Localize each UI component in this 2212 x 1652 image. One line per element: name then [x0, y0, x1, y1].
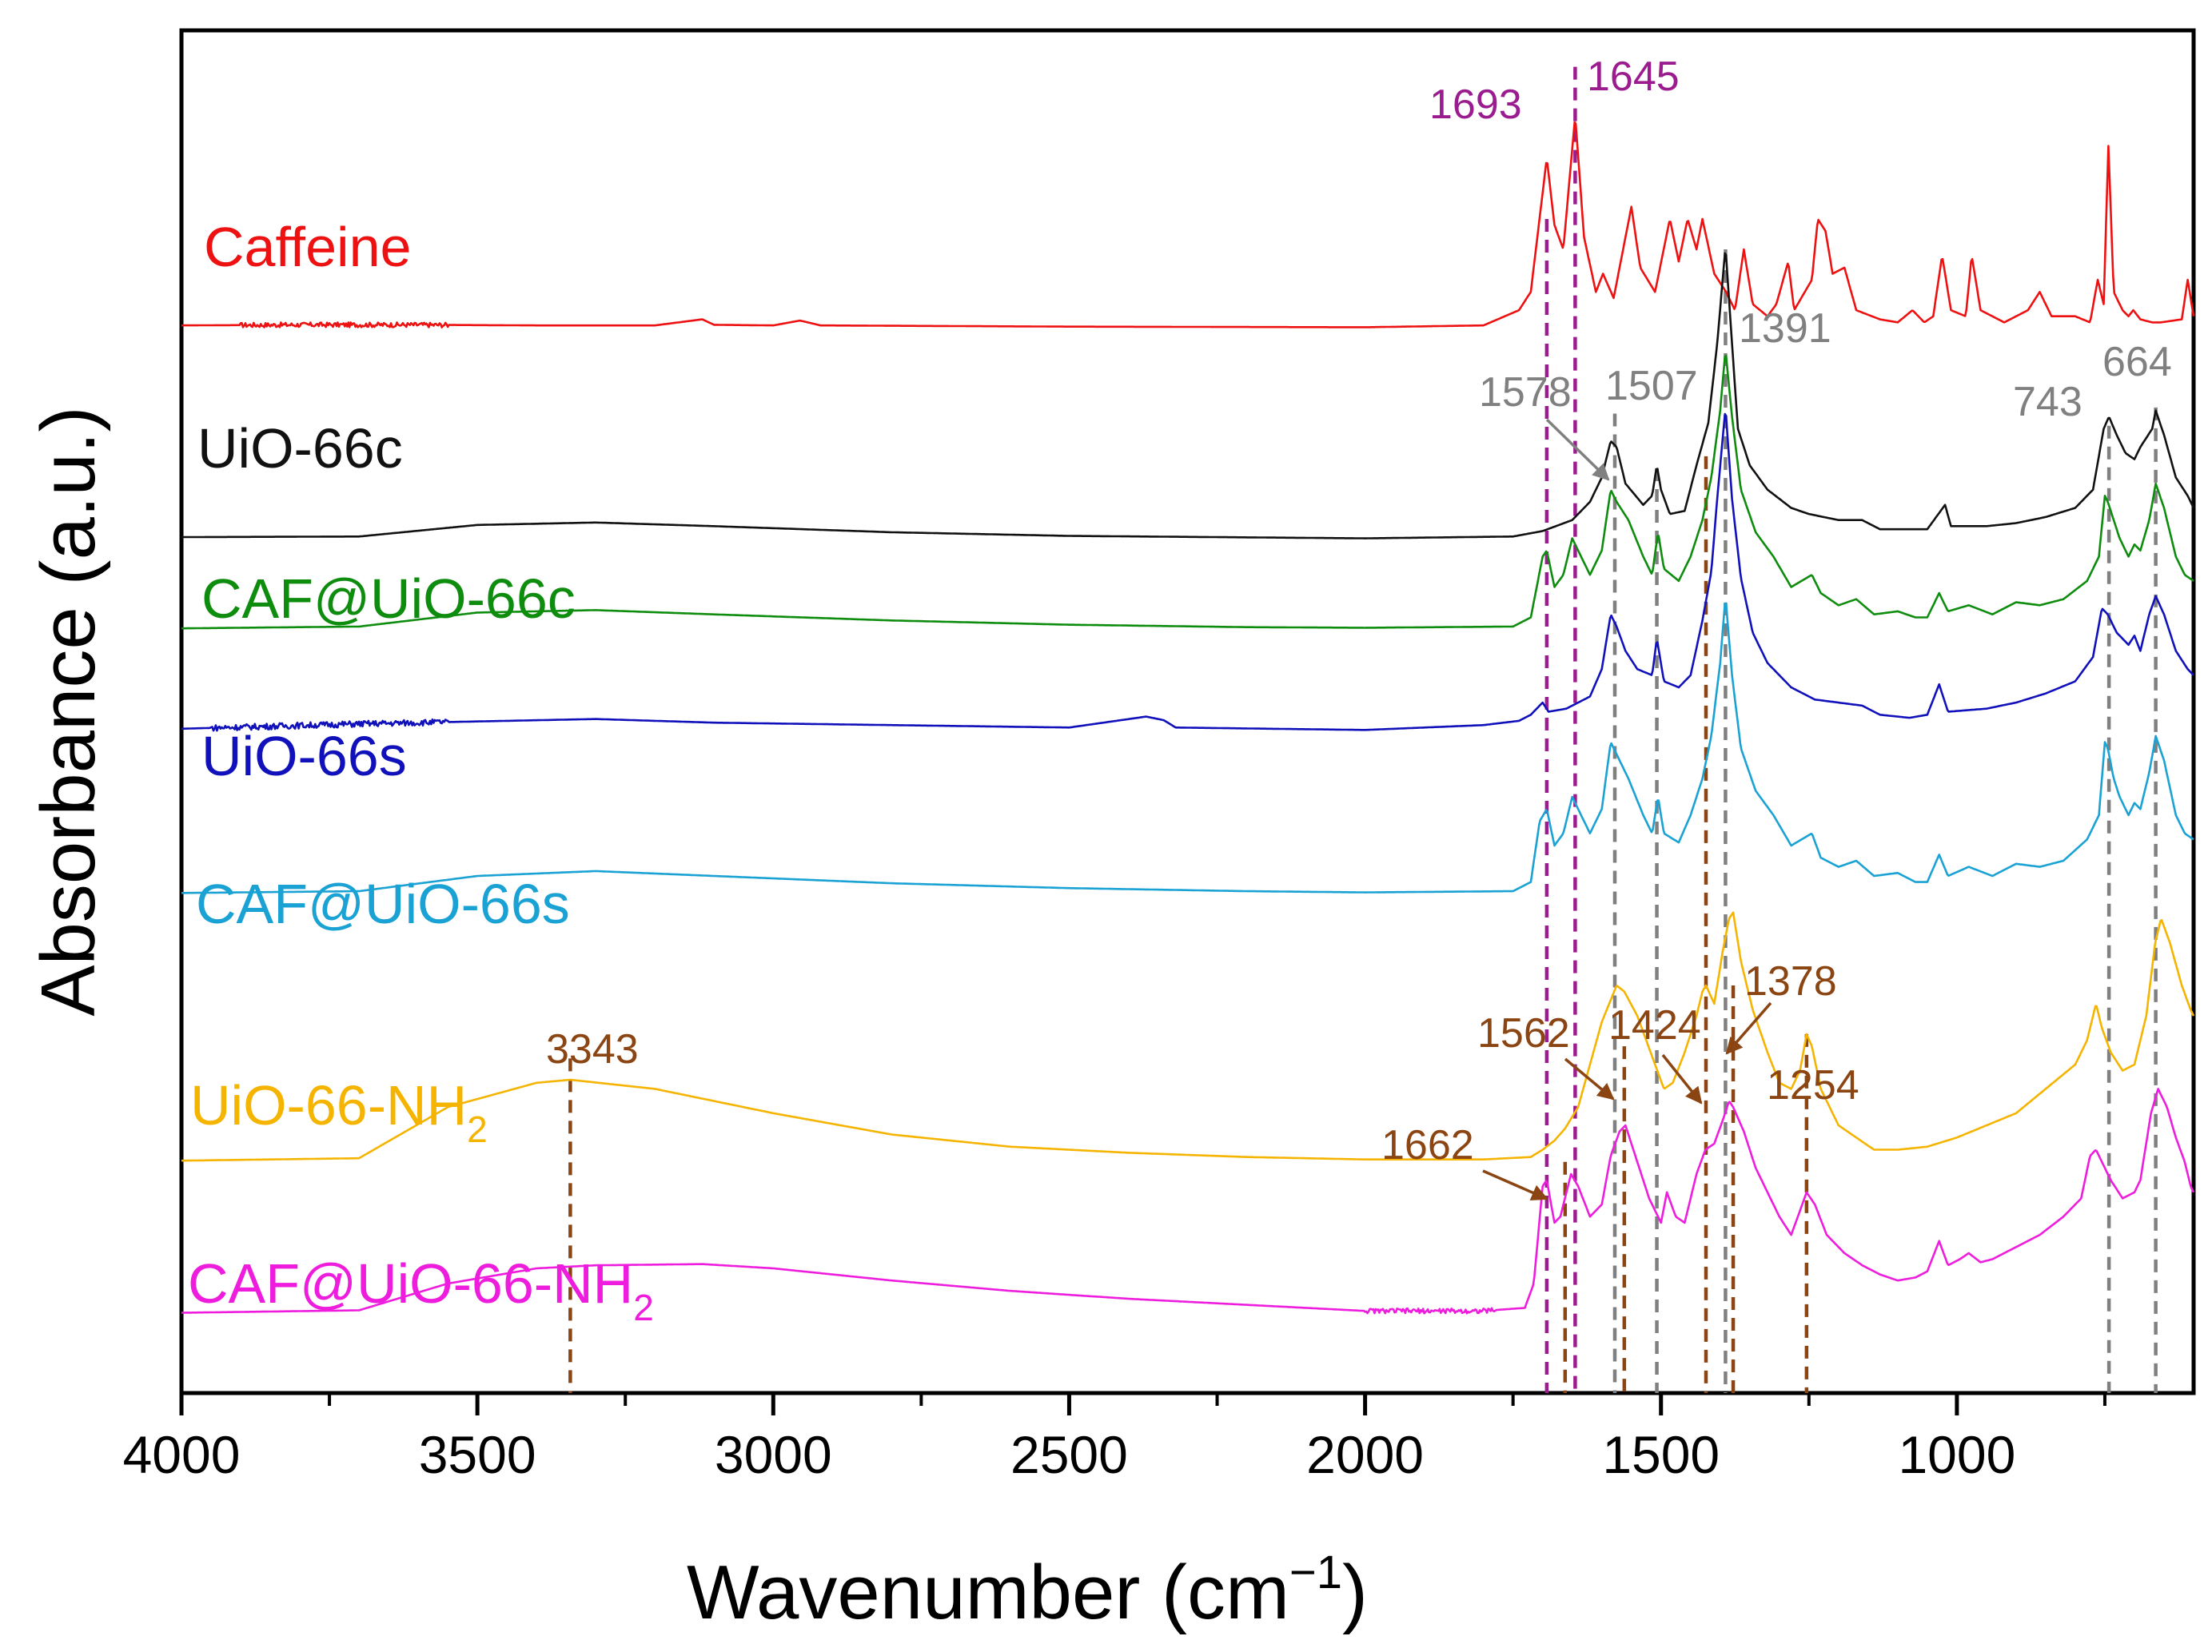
x-tick-label-2500: 2500: [1010, 1425, 1128, 1484]
series-line-caf-uio-66c: [181, 354, 2194, 630]
series-label-uio66s: UiO-66s: [201, 725, 407, 787]
peak-label-1391: 1391: [1739, 305, 1831, 352]
x-tick-label-1000: 1000: [1898, 1425, 2015, 1484]
series-lines: [181, 121, 2195, 1315]
series-label-uio66c: UiO-66c: [197, 417, 403, 480]
x-tick-label-4000: 4000: [123, 1425, 241, 1484]
peak-label-1254: 1254: [1767, 1062, 1859, 1109]
series-line-caf-uio-66s: [181, 602, 2194, 894]
peak-label-1424: 1424: [1608, 1002, 1701, 1049]
arrow-1578: [1545, 418, 1610, 481]
arrow-1562: [1564, 1057, 1615, 1101]
series-label-caf-uio66s: CAF@UiO-66s: [196, 873, 570, 935]
peak-label-1645: 1645: [1587, 54, 1680, 100]
peak-label-664: 664: [2102, 339, 2172, 385]
series-label-caffeine: Caffeine: [204, 216, 411, 278]
y-axis-title: Absorbance (a.u.): [26, 406, 111, 1016]
peak-label-1507: 1507: [1605, 363, 1698, 409]
series-label-caf-uio66c: CAF@UiO-66c: [201, 567, 576, 630]
peak-label-1578: 1578: [1479, 369, 1572, 416]
x-tick-label-3000: 3000: [715, 1425, 832, 1484]
series-label-uio66-nh2: UiO-66-NH2: [190, 1074, 488, 1150]
peak-label-1662: 1662: [1381, 1122, 1474, 1168]
arrow-1662: [1482, 1169, 1548, 1201]
series-line-uio-66-nh2: [181, 911, 2195, 1162]
x-tick-label-1500: 1500: [1602, 1425, 1720, 1484]
peak-label-1562: 1562: [1477, 1010, 1570, 1057]
x-tick-label-3500: 3500: [419, 1425, 536, 1484]
series-label-caf-uio66-nh2: CAF@UiO-66-NH2: [188, 1252, 654, 1328]
series-line-caffeine: [181, 121, 2195, 328]
peak-label-3343: 3343: [546, 1026, 639, 1073]
peak-label-743: 743: [2013, 379, 2082, 425]
peak-label-1693: 1693: [1429, 82, 1522, 128]
peak-label-1378: 1378: [1744, 958, 1837, 1005]
series-line-uio-66s: [181, 412, 2194, 732]
x-axis-ticks: 4000 3500 3000 2500 2000 1500 1000: [123, 1393, 2106, 1484]
annotation-arrows: [1482, 418, 1772, 1201]
arrow-1378: [1725, 1001, 1772, 1055]
x-tick-label-2000: 2000: [1306, 1425, 1424, 1484]
series-line-uio-66c: [181, 252, 2195, 539]
plot-area-frame: [179, 28, 2196, 1395]
series-line-caf-uio-66-nh2: [181, 1088, 2195, 1315]
x-axis-title: Wavenumber (cm−1): [687, 1547, 1368, 1635]
arrow-1424: [1661, 1053, 1703, 1105]
